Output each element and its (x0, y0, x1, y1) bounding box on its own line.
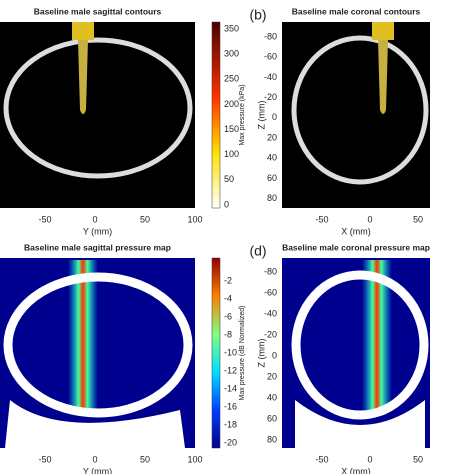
y-tick-label: 0 (272, 350, 277, 360)
x-tick-label: 100 (187, 454, 202, 464)
y-tick-label: -40 (264, 72, 277, 82)
colorbar (211, 21, 221, 209)
x-tick-label: -50 (38, 214, 51, 224)
x-tick-label: 0 (367, 214, 372, 224)
panel-title: Baseline male coronal contours (292, 6, 421, 16)
y-tick-label: -60 (264, 52, 277, 62)
y-tick-label: -80 (264, 31, 277, 41)
panel-title: Baseline male coronal pressure map (282, 242, 430, 252)
y-tick-label: 60 (267, 413, 277, 423)
y-tick-label: -80 (264, 266, 277, 276)
colorbar-tick-label: -10 (224, 347, 237, 357)
x-tick-label: 0 (92, 214, 97, 224)
colorbar (211, 257, 221, 449)
y-tick-label: -20 (264, 92, 277, 102)
colorbar-tick-label: -12 (224, 365, 237, 375)
x-tick-label: 50 (413, 454, 423, 464)
panel-title: Baseline male sagittal pressure map (24, 242, 171, 252)
x-tick-label: -50 (315, 214, 328, 224)
colorbar-tick-label: -20 (224, 437, 237, 447)
y-tick-label: 60 (267, 173, 277, 183)
y-tick-label: 40 (267, 392, 277, 402)
x-tick-label: 0 (367, 454, 372, 464)
y-tick-label: -60 (264, 287, 277, 297)
y-tick-label: 20 (267, 132, 277, 142)
y-tick-label: -20 (264, 329, 277, 339)
panel-label: (d) (249, 243, 266, 259)
x-tick-label: 0 (92, 454, 97, 464)
sagittal-contour-image (0, 22, 195, 208)
colorbar-tick-label: -18 (224, 419, 237, 429)
y-tick-label: 20 (267, 371, 277, 381)
panel-label: (b) (249, 7, 266, 23)
x-axis-label: Y (mm) (83, 226, 112, 236)
colorbar-tick-label: -8 (224, 329, 232, 339)
y-tick-label: 80 (267, 434, 277, 444)
panel-title: Baseline male sagittal contours (34, 6, 162, 16)
y-tick-label: 0 (272, 112, 277, 122)
x-tick-label: -50 (38, 454, 51, 464)
colorbar-tick-label: -6 (224, 311, 232, 321)
y-tick-label: 40 (267, 153, 277, 163)
x-axis-label: Y (mm) (83, 466, 112, 474)
colorbar-tick-label: -2 (224, 275, 232, 285)
y-axis-label: Z (mm) (256, 101, 266, 130)
coronal-pressure-image (282, 258, 430, 448)
colorbar-label: Max pressure (dB Normalized) (239, 306, 246, 401)
colorbar-tick-label: 200 (224, 99, 239, 109)
colorbar-label: Max pressure (kPa) (239, 84, 246, 145)
x-tick-label: 50 (140, 214, 150, 224)
x-axis-label: X (mm) (341, 226, 371, 236)
x-axis-label: X (mm) (341, 466, 371, 474)
colorbar-tick-label: 250 (224, 74, 239, 84)
coronal-contour-image (282, 22, 430, 208)
x-tick-label: 50 (413, 214, 423, 224)
colorbar-tick-label: 150 (224, 124, 239, 134)
y-axis-label: Z (mm) (256, 339, 266, 368)
x-tick-label: 100 (187, 214, 202, 224)
colorbar-tick-label: -16 (224, 401, 237, 411)
colorbar-tick-label: 100 (224, 149, 239, 159)
colorbar-tick-label: -14 (224, 383, 237, 393)
colorbar-tick-label: 350 (224, 23, 239, 33)
y-tick-label: 80 (267, 193, 277, 203)
x-tick-label: 50 (140, 454, 150, 464)
x-tick-label: -50 (315, 454, 328, 464)
colorbar-tick-label: 0 (224, 199, 229, 209)
sagittal-pressure-image (0, 258, 195, 448)
colorbar-tick-label: 300 (224, 49, 239, 59)
colorbar-tick-label: -4 (224, 293, 232, 303)
y-tick-label: -40 (264, 308, 277, 318)
colorbar-tick-label: 50 (224, 174, 234, 184)
